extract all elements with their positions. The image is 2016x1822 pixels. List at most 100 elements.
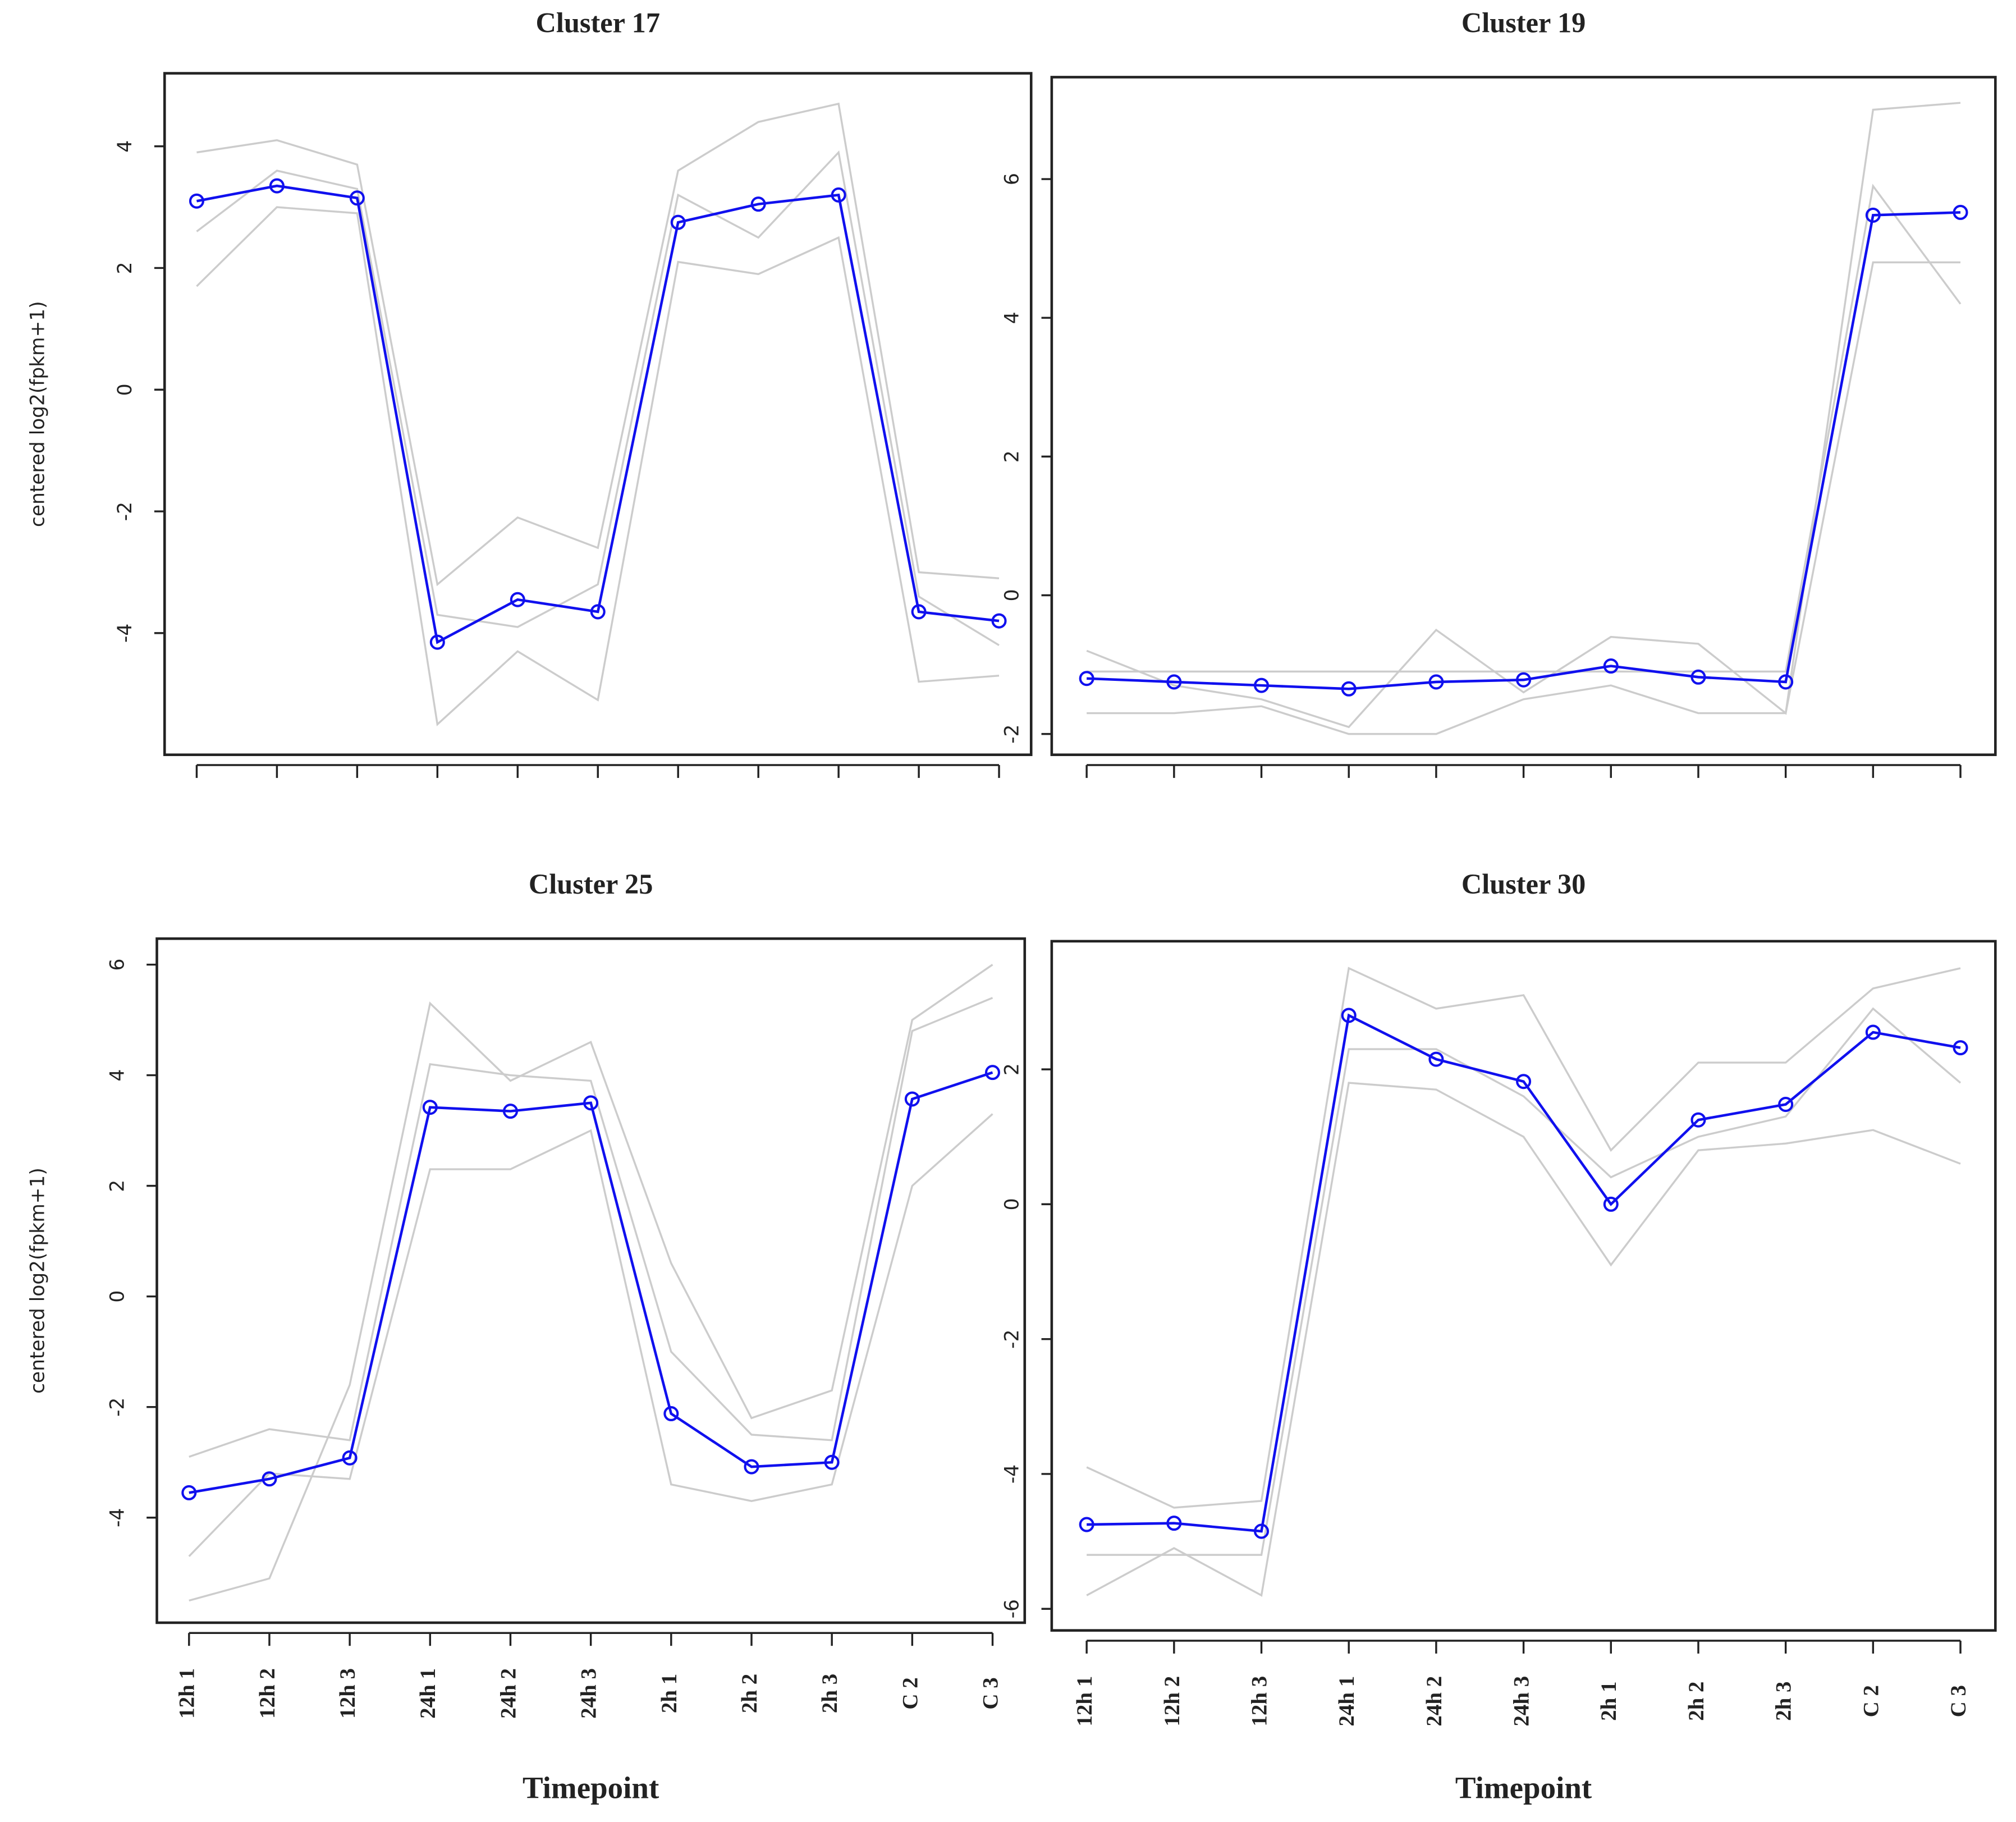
- x-tick-label: C 3: [1946, 1685, 1971, 1717]
- mean-point: [1516, 672, 1532, 688]
- gene-line: [1087, 1007, 1962, 1556]
- y-tick-label: -4: [1001, 1464, 1024, 1484]
- y-tick-label: -4: [114, 624, 136, 643]
- y-tick-label: 0: [106, 1290, 129, 1303]
- x-tick-label: 12h 3: [1247, 1676, 1271, 1727]
- mean-point: [1254, 1523, 1270, 1539]
- mean-point: [1778, 674, 1794, 690]
- mean-point: [744, 1459, 759, 1475]
- x-tick-label: 2h 1: [657, 1674, 681, 1713]
- y-tick-label: 6: [106, 959, 129, 971]
- x-tick-label: 2h 3: [818, 1674, 842, 1713]
- x-tick-label: 24h 2: [496, 1668, 520, 1719]
- x-tick-label: 2h 1: [1597, 1682, 1621, 1721]
- mean-point: [1341, 1008, 1357, 1023]
- gene-line: [189, 964, 993, 1602]
- plot-frame: [155, 937, 1027, 1624]
- mean-point: [1603, 658, 1619, 674]
- mean-point: [824, 1454, 840, 1470]
- mean-point: [1778, 1097, 1794, 1113]
- x-tick-label: 24h 1: [416, 1668, 440, 1719]
- mean-point: [1341, 681, 1357, 697]
- mean-point: [663, 1406, 679, 1422]
- mean-point: [510, 592, 525, 607]
- chart-title: Cluster 30: [1461, 868, 1586, 900]
- gene-line: [1086, 967, 1961, 1509]
- y-tick-label: 0: [114, 383, 136, 396]
- mean-point: [1428, 1051, 1444, 1067]
- chart-title: Cluster 25: [529, 868, 653, 900]
- mean-point: [1079, 671, 1094, 686]
- y-axis-label: centered log2(fpkm+1): [26, 1168, 49, 1394]
- mean-point: [342, 1450, 358, 1466]
- gene-line: [188, 1113, 993, 1557]
- y-tick-label: -2: [1001, 724, 1024, 743]
- gene-line: [189, 997, 993, 1458]
- y-tick-label: 4: [106, 1069, 129, 1082]
- mean-line: [189, 1071, 993, 1494]
- y-tick-label: 2: [106, 1180, 129, 1192]
- x-tick-label: 12h 1: [175, 1668, 199, 1719]
- y-tick-label: 0: [1001, 589, 1024, 602]
- mean-point: [1166, 1516, 1182, 1531]
- x-tick-label: 12h 3: [336, 1668, 360, 1719]
- mean-point: [1254, 677, 1270, 693]
- y-tick-label: -6: [1001, 1599, 1024, 1618]
- mean-point: [1953, 1040, 1968, 1056]
- y-tick-label: 2: [114, 262, 136, 274]
- mean-point: [422, 1100, 438, 1115]
- mean-point: [831, 187, 846, 203]
- plot-frame: [1050, 940, 1997, 1632]
- mean-point: [269, 178, 285, 194]
- y-tick-label: -4: [106, 1508, 129, 1527]
- y-axis-label: centered log2(fpkm+1): [26, 301, 49, 527]
- y-tick-label: -2: [106, 1398, 129, 1417]
- mean-point: [1428, 674, 1444, 690]
- mean-point: [1865, 207, 1881, 223]
- mean-point: [590, 604, 606, 620]
- x-tick-label: 24h 2: [1422, 1676, 1446, 1727]
- chart-title: Cluster 19: [1461, 7, 1586, 38]
- chart-title: Cluster 17: [535, 7, 660, 38]
- x-tick-label: 2h 2: [737, 1674, 762, 1713]
- gene-line: [1087, 184, 1962, 673]
- plot-frame: [163, 72, 1033, 756]
- mean-point: [189, 193, 204, 209]
- mean-point: [1690, 1112, 1706, 1128]
- y-tick-label: -2: [1001, 1330, 1024, 1349]
- gene-line: [1086, 102, 1961, 729]
- y-tick-label: 6: [1001, 173, 1024, 185]
- gene-line: [196, 150, 1000, 647]
- mean-point: [429, 634, 445, 650]
- mean-point: [991, 613, 1007, 629]
- gene-line: [1086, 1082, 1961, 1597]
- mean-point: [583, 1095, 599, 1111]
- x-tick-label: 2h 2: [1684, 1682, 1708, 1721]
- mean-point: [181, 1485, 197, 1500]
- mean-line: [196, 184, 1000, 644]
- y-tick-label: -2: [114, 502, 136, 521]
- y-tick-label: 2: [1001, 1063, 1024, 1075]
- mean-point: [349, 190, 365, 206]
- y-tick-label: 4: [114, 140, 136, 153]
- gene-line: [196, 102, 1000, 587]
- gene-line: [196, 206, 1000, 726]
- x-tick-label: 12h 1: [1073, 1676, 1097, 1727]
- x-tick-label: 24h 3: [577, 1668, 601, 1719]
- x-axis-label: Timepoint: [1455, 1771, 1592, 1805]
- x-tick-label: C 2: [898, 1677, 922, 1709]
- mean-point: [750, 196, 766, 212]
- y-tick-label: 4: [1001, 312, 1024, 324]
- plot-frame: [1050, 76, 1997, 756]
- x-tick-label: 12h 2: [255, 1668, 280, 1719]
- x-tick-label: C 3: [978, 1677, 1002, 1709]
- y-tick-label: 0: [1001, 1198, 1024, 1210]
- mean-point: [1516, 1074, 1532, 1089]
- x-tick-label: 12h 2: [1160, 1676, 1184, 1727]
- mean-point: [262, 1471, 277, 1487]
- mean-point: [1953, 204, 1968, 220]
- x-tick-label: 24h 3: [1510, 1676, 1534, 1727]
- mean-point: [911, 604, 927, 620]
- x-axis-label: Timepoint: [523, 1771, 659, 1805]
